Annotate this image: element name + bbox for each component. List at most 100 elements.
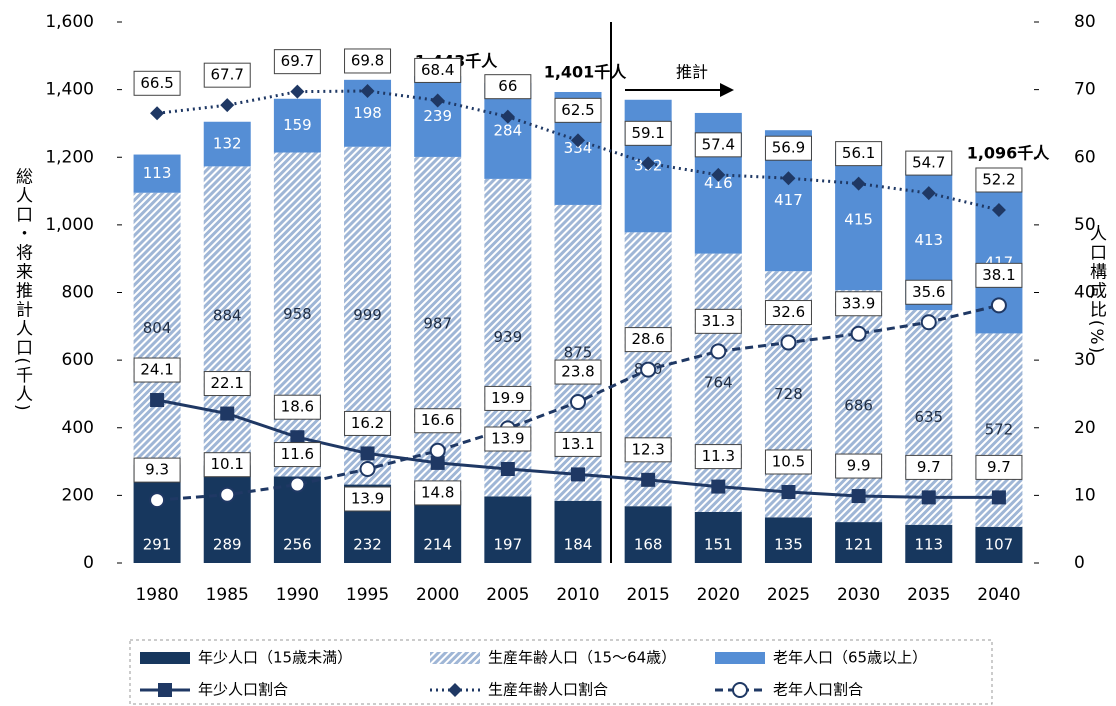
line-value-label: 31.3 xyxy=(702,312,735,330)
value-label-box xyxy=(133,457,181,483)
value-label-box xyxy=(344,486,392,512)
marker xyxy=(711,167,726,182)
legend-box xyxy=(129,639,993,705)
bar xyxy=(203,121,251,167)
marker xyxy=(500,462,515,477)
bar xyxy=(203,465,251,563)
line-value-label: 12.3 xyxy=(631,440,664,458)
value-label-box xyxy=(764,449,812,475)
line-value-label: 9.9 xyxy=(847,457,871,475)
value-label-box xyxy=(554,97,602,123)
line-value-label: 66.5 xyxy=(140,74,173,92)
marker xyxy=(150,106,165,121)
value-label-box xyxy=(694,132,742,158)
bar-value-label: 958 xyxy=(283,305,312,323)
value-label-box xyxy=(273,49,321,75)
y2-tick-label: 70 xyxy=(1074,80,1096,100)
line-value-label: 68.4 xyxy=(421,61,454,79)
annotation: 1,401千人 xyxy=(544,63,628,82)
line-value-label: 13.9 xyxy=(351,490,384,508)
value-label-box xyxy=(554,359,602,385)
bar xyxy=(414,156,462,491)
line-value-label: 13.1 xyxy=(561,435,594,453)
bar-value-label: 804 xyxy=(143,319,172,337)
value-label-box xyxy=(905,279,953,305)
line-value-label: 22.1 xyxy=(211,374,244,392)
marker xyxy=(571,133,585,148)
value-label-box xyxy=(203,371,251,397)
bar xyxy=(624,506,672,563)
value-label-box xyxy=(273,394,321,420)
line-value-label: 10.1 xyxy=(211,455,244,473)
marker xyxy=(641,472,656,487)
x-tick-label: 2025 xyxy=(767,585,810,605)
bar-value-label: 875 xyxy=(564,343,593,361)
line-value-label: 14.8 xyxy=(421,483,454,501)
value-label-box xyxy=(624,327,672,353)
value-label-box xyxy=(344,410,392,436)
marker xyxy=(429,442,446,459)
bar-value-label: 107 xyxy=(985,536,1014,554)
bar-value-label: 239 xyxy=(423,107,452,125)
y-tick-label: 1,400 xyxy=(45,80,94,100)
line-value-label: 69.7 xyxy=(281,52,314,70)
line-value-label: 18.6 xyxy=(281,398,314,416)
y2-tick-label: 40 xyxy=(1074,283,1096,303)
value-label-box xyxy=(905,454,953,480)
value-label-box xyxy=(835,291,883,317)
y-axis-title: 総人口・将来推計人口(千人) xyxy=(12,167,33,412)
marker xyxy=(360,83,375,98)
marker xyxy=(780,334,797,351)
bar-value-label: 197 xyxy=(494,536,523,554)
bar-value-label: 256 xyxy=(283,536,312,554)
value-label-box xyxy=(554,431,602,457)
marker xyxy=(850,325,867,342)
bar-value-label: 728 xyxy=(774,385,803,403)
x-tick-label: 2040 xyxy=(977,585,1020,605)
annotation: 1,096千人 xyxy=(967,144,1051,163)
bar-value-label: 635 xyxy=(914,408,943,426)
x-tick-label: 2000 xyxy=(416,585,459,605)
value-label-box xyxy=(694,444,742,470)
y2-tick-label: 60 xyxy=(1074,147,1096,167)
bar xyxy=(835,149,883,291)
bar-value-label: 284 xyxy=(494,121,523,139)
line-value-label: 13.9 xyxy=(491,430,524,448)
legend-marker xyxy=(732,682,748,698)
legend-label: 生産年齢人口（15～64歳） xyxy=(488,649,676,667)
value-label-box xyxy=(414,57,462,83)
line-value-label: 57.4 xyxy=(702,135,735,153)
bar-value-label: 987 xyxy=(423,314,452,332)
bar xyxy=(273,152,321,477)
marker xyxy=(360,446,375,461)
marker xyxy=(430,455,445,470)
x-tick-label: 1990 xyxy=(276,585,319,605)
bar-value-label: 417 xyxy=(774,191,803,209)
value-label-box xyxy=(975,167,1023,193)
bar-value-label: 764 xyxy=(704,373,733,391)
bar xyxy=(975,526,1023,563)
y-tick-label: 600 xyxy=(62,350,94,370)
value-label-box xyxy=(133,70,181,96)
y2-tick-label: 0 xyxy=(1074,553,1085,573)
line-value-label: 66 xyxy=(498,77,517,95)
bar-value-label: 113 xyxy=(143,164,172,182)
marker xyxy=(921,490,936,505)
value-label-box xyxy=(764,300,812,326)
x-tick-label: 2005 xyxy=(486,585,529,605)
marker xyxy=(921,186,936,201)
marker xyxy=(640,361,657,378)
legend-swatch xyxy=(715,652,765,664)
line-value-label: 38.1 xyxy=(982,266,1015,284)
line-value-label: 69.8 xyxy=(351,51,384,69)
marker xyxy=(290,430,305,445)
estimate-arrow-head xyxy=(720,83,734,97)
bar xyxy=(414,76,462,157)
line-value-label: 59.1 xyxy=(631,124,664,142)
y-tick-label: 1,200 xyxy=(45,147,94,167)
bar xyxy=(694,511,742,563)
marker xyxy=(150,393,165,408)
y-tick-label: 200 xyxy=(62,485,94,505)
value-label-box xyxy=(624,120,672,146)
